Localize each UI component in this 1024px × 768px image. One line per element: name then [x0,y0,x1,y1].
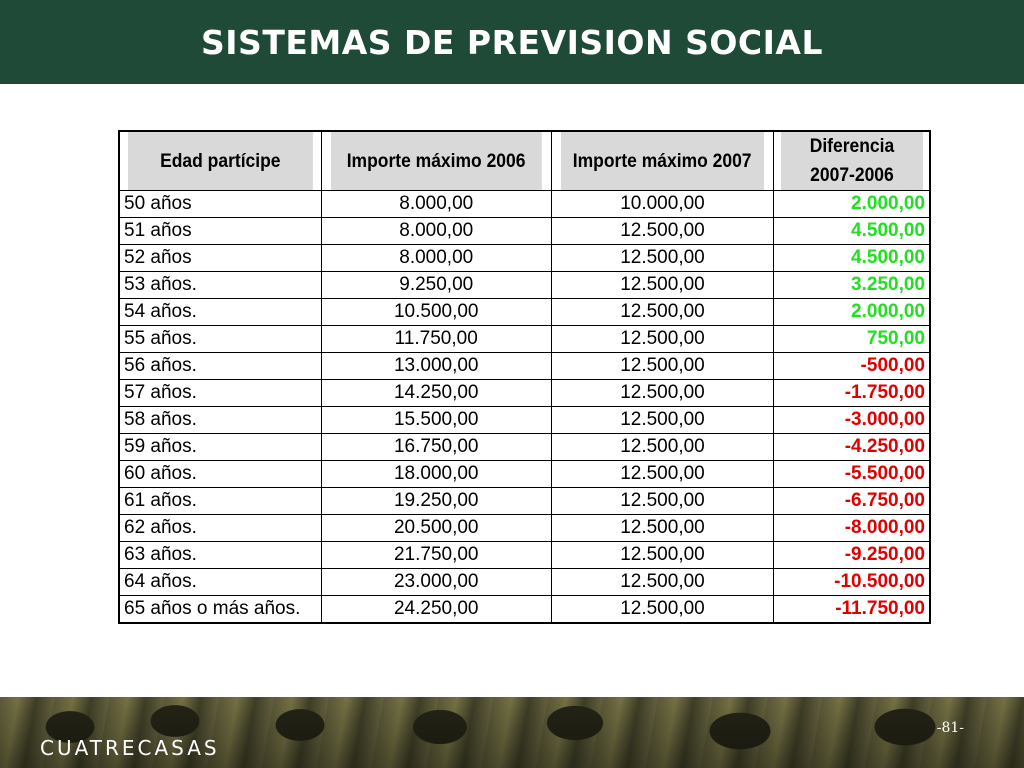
table-row: 65 años o más años. 24.250,00 12.500,00 -11… [118,595,931,624]
cell-edad: 63 años. [118,541,322,569]
table-row: 53 años. 9.250,00 12.500,00 3.250,00 [118,271,931,299]
cell-edad: 64 años. [118,568,322,596]
cell-importe-2006: 20.500,00 [320,514,552,542]
header-edad: Edad partícipe [126,130,314,191]
header-diferencia-line1: Diferencia [809,136,894,157]
cell-diferencia: 3.250,00 [773,271,931,299]
cell-edad: 54 años. [118,298,322,326]
cell-edad: 59 años. [118,433,322,461]
cell-importe-2006: 19.250,00 [320,487,552,515]
cell-edad: 50 años [118,190,322,218]
cell-importe-2007: 12.500,00 [550,514,775,542]
cell-importe-2006: 24.250,00 [320,595,552,624]
footer-photo-band [0,697,1024,768]
header-importe-2006: Importe máximo 2006 [329,130,543,191]
cell-importe-2006: 9.250,00 [320,271,552,299]
table-row: 64 años. 23.000,00 12.500,00 -10.500,00 [118,568,931,596]
cell-importe-2007: 12.500,00 [550,487,775,515]
cell-diferencia: 2.000,00 [773,298,931,326]
page-number: -81- [936,720,964,736]
cell-diferencia: -11.750,00 [773,595,931,624]
table-row: 51 años 8.000,00 12.500,00 4.500,00 [118,217,931,245]
cell-edad: 56 años. [118,352,322,380]
cell-diferencia: -500,00 [773,352,931,380]
cell-importe-2007: 12.500,00 [550,433,775,461]
table-row: 50 años 8.000,00 10.000,00 2.000,00 [118,190,931,218]
cell-importe-2006: 18.000,00 [320,460,552,488]
cell-diferencia: -10.500,00 [773,568,931,596]
title-bar: SISTEMAS DE PREVISION SOCIAL [0,0,1024,84]
cell-edad: 57 años. [118,379,322,407]
cell-diferencia: 4.500,00 [773,217,931,245]
cell-importe-2006: 16.750,00 [320,433,552,461]
cell-importe-2007: 12.500,00 [550,460,775,488]
cell-diferencia: -8.000,00 [773,514,931,542]
table-header-row: Edad partícipe Importe máximo 2006 Impor… [119,130,930,191]
cell-diferencia: -3.000,00 [773,406,931,434]
header-importe-2007: Importe máximo 2007 [559,130,766,191]
cell-edad: 52 años [118,244,322,272]
cell-importe-2006: 23.000,00 [320,568,552,596]
cell-importe-2007: 12.500,00 [550,568,775,596]
footer-shade [0,697,1024,768]
cell-importe-2006: 14.250,00 [320,379,552,407]
table-row: 56 años. 13.000,00 12.500,00 -500,00 [118,352,931,380]
cell-importe-2006: 13.000,00 [320,352,552,380]
cell-importe-2006: 8.000,00 [320,244,552,272]
cell-importe-2006: 8.000,00 [320,217,552,245]
table-body: 50 años 8.000,00 10.000,00 2.000,00 51 años 8… [118,190,931,624]
table-row: 55 años. 11.750,00 12.500,00 750,00 [118,325,931,353]
table-row: 62 años. 20.500,00 12.500,00 -8.000,00 [118,514,931,542]
cell-importe-2007: 12.500,00 [550,595,775,624]
cell-importe-2006: 8.000,00 [320,190,552,218]
cell-diferencia: -1.750,00 [773,379,931,407]
cell-edad: 61 años. [118,487,322,515]
table-row: 57 años. 14.250,00 12.500,00 -1.750,00 [118,379,931,407]
cell-importe-2007: 12.500,00 [550,217,775,245]
cell-edad: 60 años. [118,460,322,488]
table-row: 61 años. 19.250,00 12.500,00 -6.750,00 [118,487,931,515]
cell-edad: 62 años. [118,514,322,542]
table-row: 54 años. 10.500,00 12.500,00 2.000,00 [118,298,931,326]
cell-importe-2006: 15.500,00 [320,406,552,434]
cell-importe-2007: 12.500,00 [550,244,775,272]
cell-importe-2007: 12.500,00 [550,325,775,353]
header-diferencia-line2: 2007-2006 [809,165,894,186]
cell-importe-2007: 12.500,00 [550,271,775,299]
cell-diferencia: -4.250,00 [773,433,931,461]
cell-edad: 58 años. [118,406,322,434]
cell-diferencia: -5.500,00 [773,460,931,488]
cell-importe-2007: 10.000,00 [550,190,775,218]
cell-diferencia: 2.000,00 [773,190,931,218]
table-row: 52 años 8.000,00 12.500,00 4.500,00 [118,244,931,272]
cell-importe-2007: 12.500,00 [550,352,775,380]
cell-importe-2007: 12.500,00 [550,298,775,326]
cell-importe-2007: 12.500,00 [550,406,775,434]
cell-importe-2006: 10.500,00 [320,298,552,326]
cell-importe-2006: 11.750,00 [320,325,552,353]
pension-limits-table: Edad partícipe Importe máximo 2006 Impor… [118,130,931,624]
table-row: 59 años. 16.750,00 12.500,00 -4.250,00 [118,433,931,461]
table-row: 58 años. 15.500,00 12.500,00 -3.000,00 [118,406,931,434]
cell-importe-2007: 12.500,00 [550,379,775,407]
cell-diferencia: -9.250,00 [773,541,931,569]
table-row: 63 años. 21.750,00 12.500,00 -9.250,00 [118,541,931,569]
header-diferencia: Diferencia 2007-2006 [779,130,925,191]
page-title: SISTEMAS DE PREVISION SOCIAL [201,22,823,62]
cell-diferencia: -6.750,00 [773,487,931,515]
cell-diferencia: 4.500,00 [773,244,931,272]
table-row: 60 años. 18.000,00 12.500,00 -5.500,00 [118,460,931,488]
cell-importe-2006: 21.750,00 [320,541,552,569]
cell-diferencia: 750,00 [773,325,931,353]
brand-logo: CUATRECASAS [40,736,220,760]
cell-edad: 51 años [118,217,322,245]
cell-edad: 65 años o más años. [118,595,322,624]
cell-importe-2007: 12.500,00 [550,541,775,569]
cell-edad: 53 años. [118,271,322,299]
cell-edad: 55 años. [118,325,322,353]
